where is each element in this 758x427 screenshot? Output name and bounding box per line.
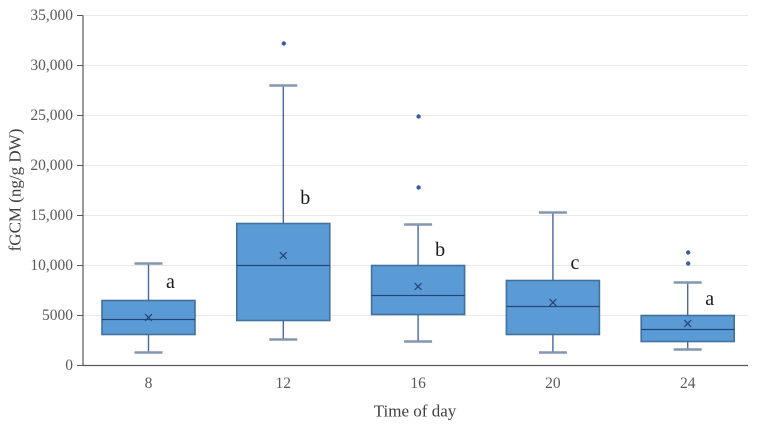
y-tick-label: 35,000: [30, 7, 73, 24]
y-tick-label: 5000: [42, 307, 73, 324]
mean-marker: [683, 319, 692, 328]
x-tick-label: 8: [145, 375, 153, 392]
significance-letter: a: [166, 271, 175, 293]
axes-layer: [77, 15, 748, 367]
mean-marker: [549, 298, 557, 307]
box-group-8: a: [101, 262, 196, 354]
y-tick-label: 10,000: [30, 257, 73, 274]
outlier-point: [281, 41, 286, 46]
y-tick-label: 30,000: [30, 57, 73, 74]
box-group-24: a: [640, 250, 736, 351]
x-tick-label: 16: [410, 375, 426, 392]
mean-marker: [414, 282, 422, 291]
iqr-box: [236, 222, 331, 322]
box-group-20: c: [505, 211, 601, 354]
y-tick-label: 15,000: [30, 207, 73, 224]
y-tick-label: 0: [65, 357, 73, 374]
significance-letter: b: [300, 187, 310, 209]
iqr-box: [505, 279, 601, 336]
outlier-point: [686, 250, 691, 255]
y-tick-label: 25,000: [30, 107, 73, 124]
y-tick-label: 20,000: [30, 157, 73, 174]
tick-labels-layer: 0 5000 10,000 15,000 20,000 25,000 30,000 35,00…: [30, 7, 695, 392]
y-axis-title: fGCM (ng/g DW): [6, 129, 25, 252]
box-group-16: b: [370, 114, 466, 343]
iqr-box: [101, 299, 196, 336]
mean-marker: [144, 313, 153, 322]
box-group-12: b: [236, 41, 331, 341]
mean-marker: [279, 251, 288, 260]
significance-letter: a: [705, 288, 714, 310]
x-axis-title: Time of day: [374, 402, 457, 421]
outlier-point: [416, 114, 421, 119]
iqr-box: [640, 314, 736, 343]
x-tick-label: 12: [276, 375, 292, 392]
significance-letter: b: [435, 239, 445, 261]
outlier-point: [416, 185, 421, 190]
x-tick-label: 24: [680, 375, 696, 392]
x-tick-label: 20: [545, 375, 561, 392]
iqr-box: [370, 264, 466, 316]
significance-letter: c: [570, 252, 579, 274]
boxes-layer: a b b c a: [101, 41, 736, 354]
gridlines-layer: [83, 15, 748, 316]
outlier-point: [686, 261, 691, 266]
